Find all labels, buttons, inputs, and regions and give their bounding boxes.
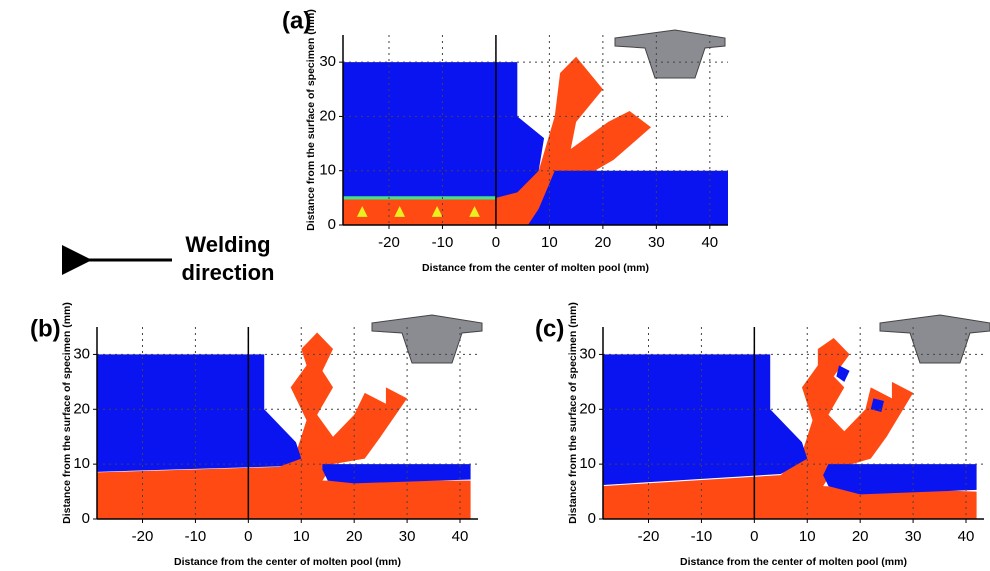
- y-tick-label: 0: [328, 216, 336, 233]
- field-region: [97, 354, 301, 471]
- x-tick-label: 0: [750, 528, 758, 545]
- field-region: [823, 464, 976, 494]
- y-tick-label: 20: [73, 400, 90, 417]
- y-axis-label: Distance from the surface of specimen (m…: [305, 9, 317, 231]
- y-axis-label: Distance from the surface of specimen (m…: [61, 302, 73, 524]
- x-tick-label: 10: [799, 528, 816, 545]
- x-tick-label: 10: [541, 234, 558, 251]
- x-tick-label: 0: [244, 528, 252, 545]
- y-tick-label: 30: [319, 53, 336, 70]
- x-tick-label: -20: [638, 528, 660, 545]
- x-tick-label: 40: [958, 528, 975, 545]
- y-tick-label: 20: [579, 400, 596, 417]
- field-region: [528, 171, 728, 225]
- field-region: [603, 354, 807, 485]
- x-tick-label: 10: [293, 528, 310, 545]
- part-icon: [372, 315, 482, 363]
- y-tick-label: 10: [579, 455, 596, 472]
- panel-label: (c): [535, 315, 564, 342]
- x-tick-label: -10: [691, 528, 713, 545]
- x-tick-label: -20: [132, 528, 154, 545]
- part-icon: [615, 30, 725, 78]
- panel-label: (a): [282, 7, 311, 34]
- annotation: direction: [182, 260, 275, 285]
- panel-label: (b): [30, 315, 61, 342]
- y-tick-label: 20: [319, 107, 336, 124]
- x-tick-label: -10: [432, 234, 454, 251]
- y-tick-label: 0: [82, 510, 90, 527]
- x-tick-label: 30: [648, 234, 665, 251]
- x-axis-label: Distance from the center of molten pool …: [422, 262, 649, 274]
- y-axis-label: Distance from the surface of specimen (m…: [567, 302, 579, 524]
- x-axis-label: Distance from the center of molten pool …: [680, 556, 907, 568]
- field-region: [322, 464, 470, 483]
- x-tick-label: 20: [595, 234, 612, 251]
- field-region: [343, 196, 496, 199]
- y-tick-label: 10: [73, 455, 90, 472]
- part-icon: [880, 315, 990, 363]
- x-tick-label: 40: [452, 528, 469, 545]
- x-tick-label: 20: [852, 528, 869, 545]
- x-tick-label: -20: [378, 234, 400, 251]
- annotation: Welding: [185, 232, 270, 257]
- x-axis-label: Distance from the center of molten pool …: [174, 556, 401, 568]
- figure: Welding direction -20 -10 0 10 20 30 40 0 10 20 30…: [0, 0, 990, 571]
- field-region: [343, 62, 544, 198]
- x-tick-label: 30: [905, 528, 922, 545]
- y-tick-label: 30: [73, 345, 90, 362]
- y-tick-label: 0: [588, 510, 596, 527]
- x-tick-label: 20: [346, 528, 363, 545]
- x-tick-label: -10: [185, 528, 207, 545]
- x-tick-label: 0: [492, 234, 500, 251]
- x-tick-label: 30: [399, 528, 416, 545]
- y-tick-label: 30: [579, 345, 596, 362]
- y-tick-label: 10: [319, 162, 336, 179]
- x-tick-label: 40: [701, 234, 718, 251]
